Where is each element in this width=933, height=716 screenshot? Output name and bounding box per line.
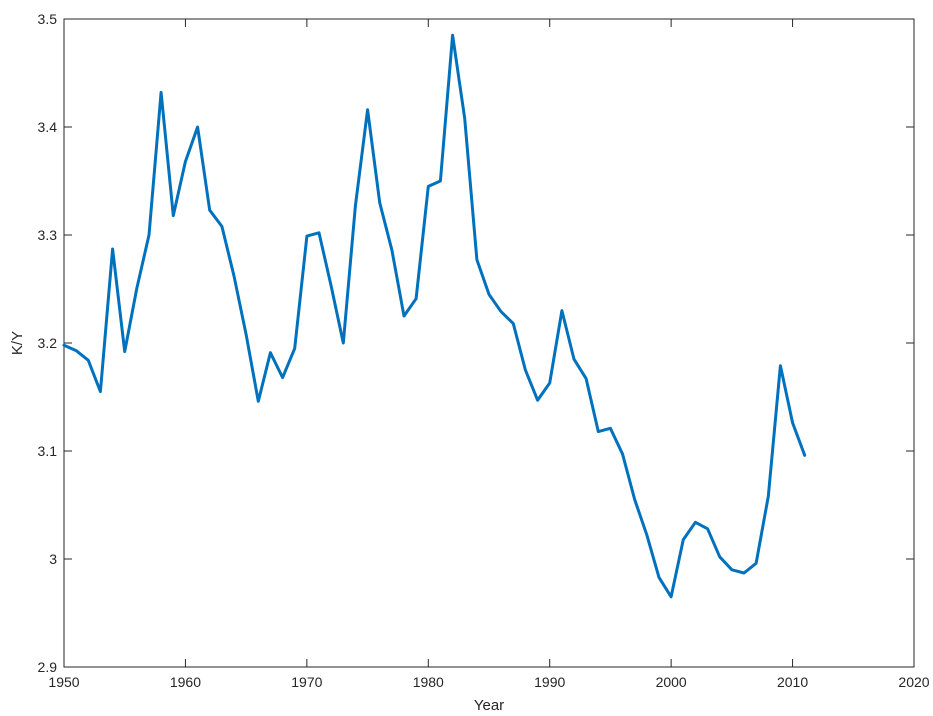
x-tick-label: 2020 xyxy=(898,674,929,690)
y-tick-label: 3 xyxy=(49,551,57,567)
y-tick-label: 3.2 xyxy=(38,335,58,351)
x-tick-label: 1980 xyxy=(413,674,444,690)
axis-ticks xyxy=(63,18,915,668)
x-tick-label: 1990 xyxy=(534,674,565,690)
plot-area xyxy=(63,18,915,668)
x-tick-label: 2000 xyxy=(656,674,687,690)
x-tick-label: 1970 xyxy=(291,674,322,690)
x-tick-label: 1960 xyxy=(170,674,201,690)
x-axis-title: Year xyxy=(474,697,504,714)
y-tick-label: 2.9 xyxy=(38,659,58,675)
x-tick-label: 1950 xyxy=(48,674,79,690)
y-axis-title: K/Y xyxy=(9,331,26,355)
y-tick-label: 3.3 xyxy=(38,227,58,243)
series-line xyxy=(62,33,807,599)
series-layer xyxy=(62,33,807,599)
y-tick-label: 3.4 xyxy=(38,119,58,135)
axis-tick-labels: 1950 1960 1970 1980 1990 2000 2010 2020 2.9 3 3.1 3… xyxy=(38,11,930,690)
y-tick-label: 3.1 xyxy=(38,443,58,459)
x-tick-label: 2010 xyxy=(777,674,808,690)
y-tick-label: 3.5 xyxy=(38,11,58,27)
